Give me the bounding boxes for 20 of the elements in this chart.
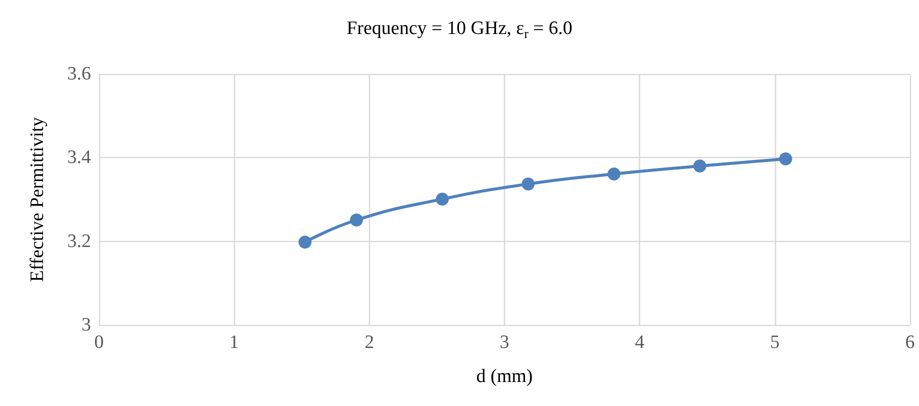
y-tick-label: 3.6: [67, 64, 91, 84]
x-tick-label: 6: [905, 332, 915, 353]
y-tick-label: 3.2: [67, 230, 91, 252]
y-axis-title: Effective Permittivity: [27, 116, 48, 282]
point: [298, 236, 312, 249]
x-tick-label: 3: [500, 332, 510, 353]
point: [779, 152, 792, 166]
x-tick-label: 0: [94, 332, 104, 353]
point: [608, 167, 620, 180]
point: [436, 192, 449, 206]
x-tick-label: 4: [634, 332, 645, 353]
x-tick-label: 2: [364, 332, 374, 353]
y-tick-label: 3: [82, 314, 91, 336]
point: [693, 160, 706, 173]
x-tick-label: 1: [229, 332, 239, 353]
point: [522, 178, 535, 191]
y-tick-label: 3.4: [67, 147, 92, 168]
x-tick-label: 5: [770, 332, 780, 353]
x-axis-title: d (mm): [476, 366, 533, 387]
point: [350, 214, 363, 226]
